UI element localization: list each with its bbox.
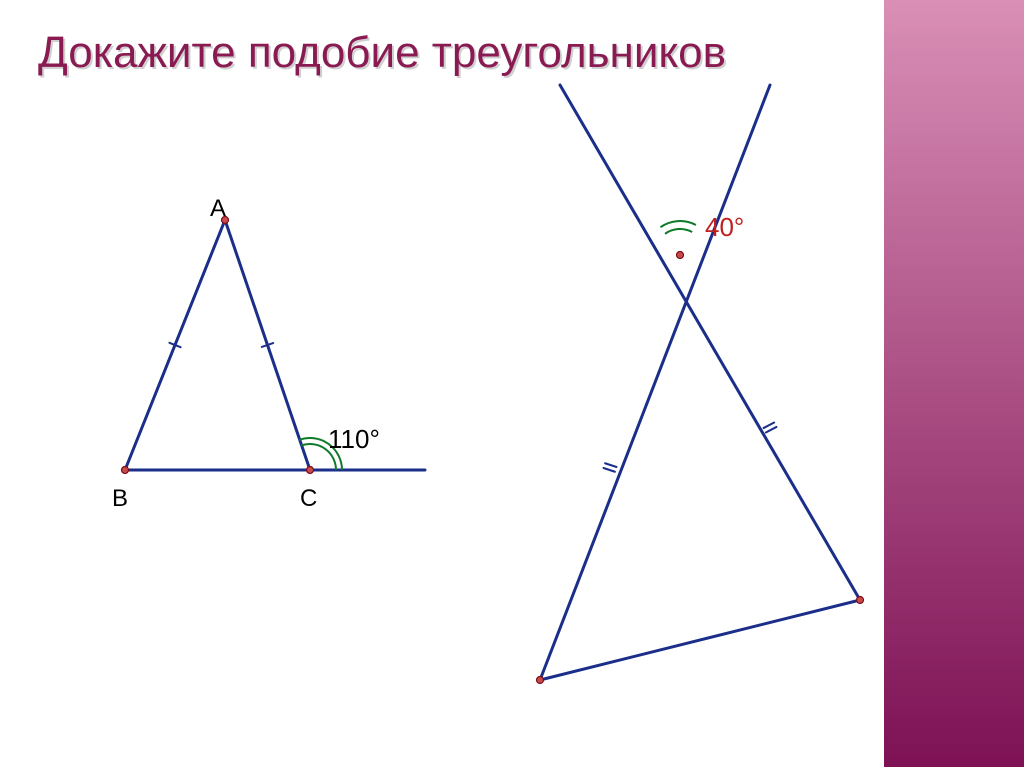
svg-text:C: C — [300, 485, 317, 512]
slide-canvas: Докажите подобие треугольников ABC110°40… — [0, 0, 1024, 767]
svg-text:40°: 40° — [705, 212, 744, 242]
svg-text:110°: 110° — [328, 424, 380, 454]
svg-text:B: B — [112, 485, 128, 512]
svg-text:A: A — [210, 195, 226, 222]
geometry-diagram: A B C 110° 40° — [0, 0, 1024, 767]
